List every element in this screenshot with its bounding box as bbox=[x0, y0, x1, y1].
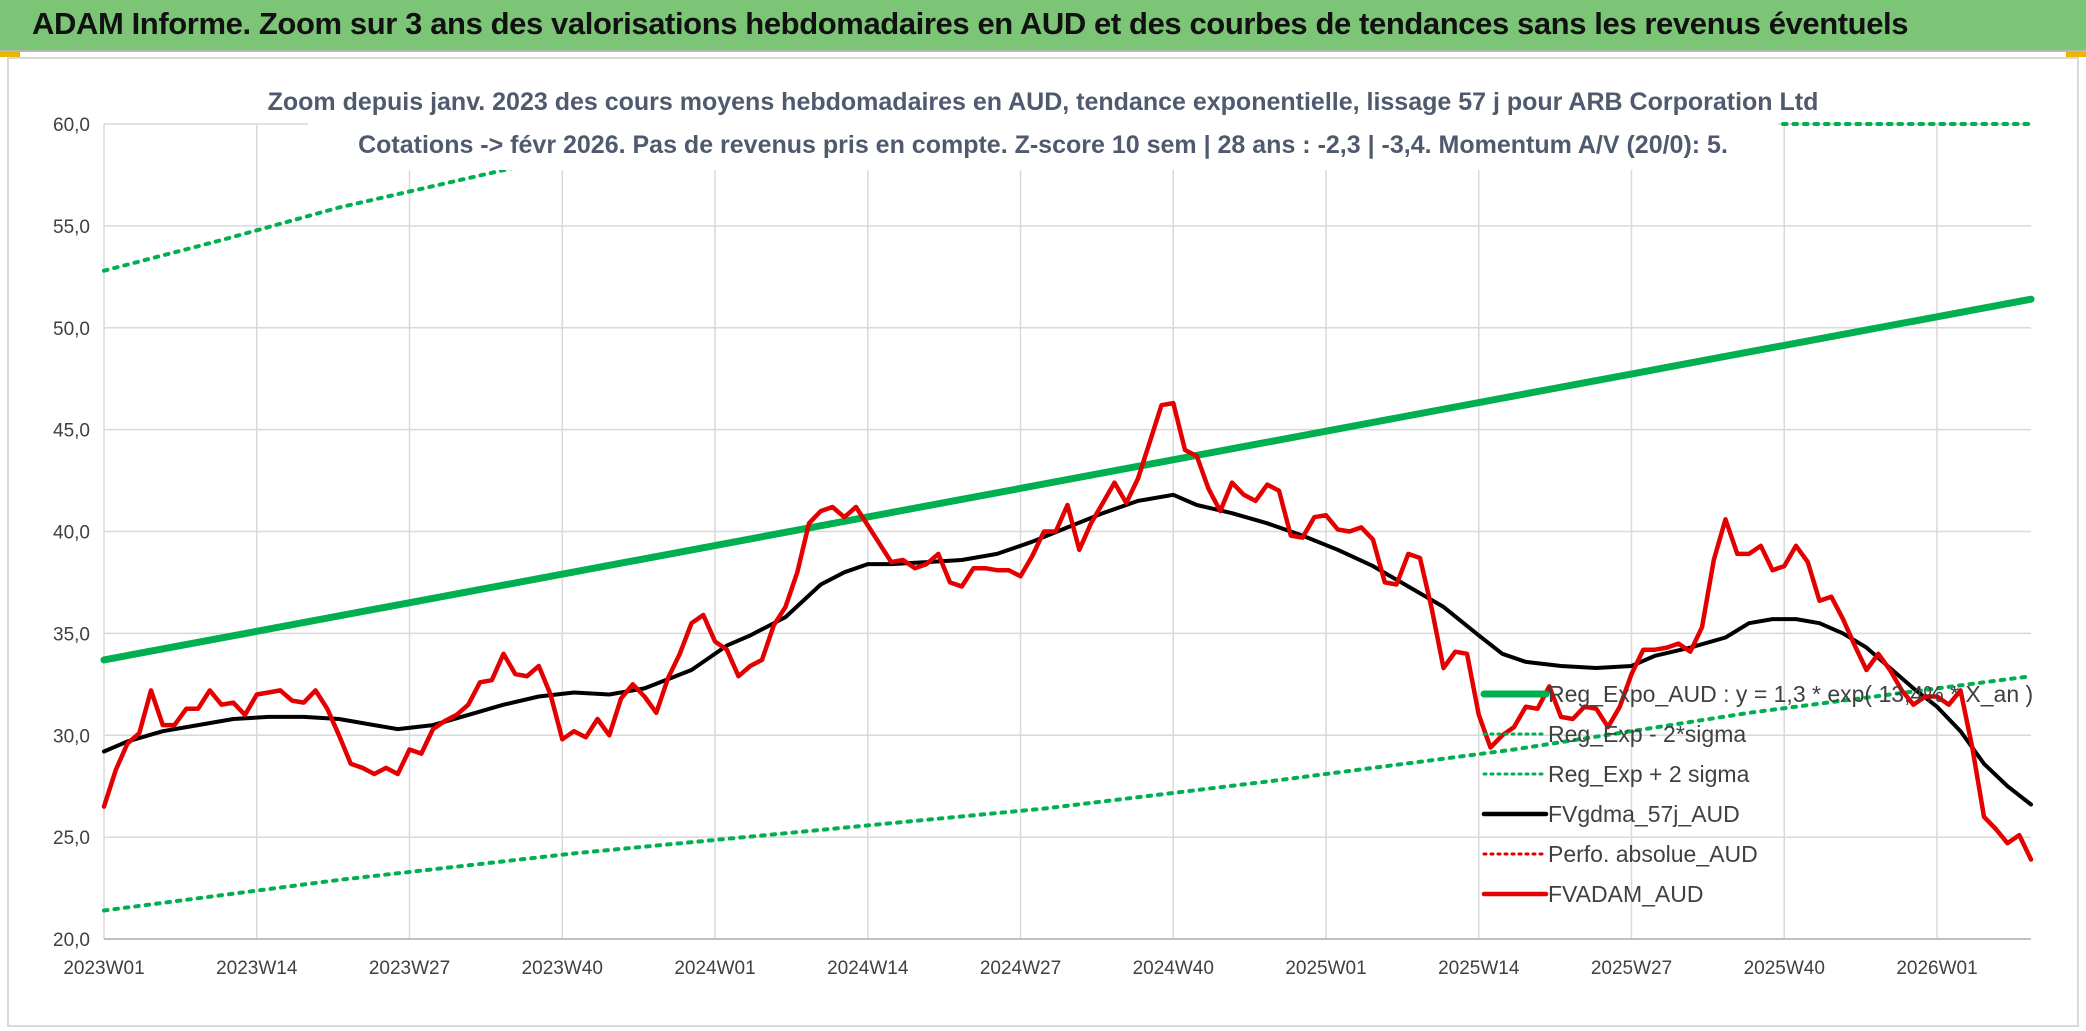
series-line-5 bbox=[101, 400, 2034, 862]
chart-frame bbox=[7, 57, 2079, 1027]
legend-label: Reg_Expo_AUD : y = 1,3 * exp( 13,4% * X_… bbox=[1548, 681, 2033, 707]
y-tick-label: 50,0 bbox=[53, 319, 90, 340]
x-tick-label: 2024W01 bbox=[674, 958, 755, 979]
legend: Reg_Expo_AUD : y = 1,3 * exp( 13,4% * X_… bbox=[1480, 681, 2033, 907]
legend-label: Reg_Exp + 2 sigma bbox=[1548, 761, 1750, 787]
x-tick-label: 2023W40 bbox=[522, 958, 603, 979]
x-tick-label: 2024W27 bbox=[980, 958, 1061, 979]
x-tick-label: 2023W27 bbox=[369, 958, 450, 979]
x-tick-label: 2025W14 bbox=[1438, 958, 1520, 979]
y-tick-label: 20,0 bbox=[53, 930, 90, 951]
series-line-3 bbox=[102, 492, 2033, 807]
y-tick-label: 45,0 bbox=[53, 421, 90, 442]
chart-subtitle-line-2: Cotations -> févr 2026. Pas de revenus p… bbox=[358, 131, 1728, 159]
subtitle-backdrop bbox=[308, 78, 1778, 170]
x-tick-label: 2024W40 bbox=[1133, 958, 1214, 979]
x-tick-label: 2025W01 bbox=[1285, 958, 1366, 979]
chart-subtitle-line-1: Zoom depuis janv. 2023 des cours moyens … bbox=[268, 88, 1819, 116]
legend-label: Perfo. absolue_AUD bbox=[1548, 841, 1758, 867]
corner-accent-left bbox=[0, 52, 20, 57]
legend-label: Reg_Exp - 2*sigma bbox=[1548, 721, 1746, 747]
y-tick-label: 35,0 bbox=[53, 624, 90, 645]
y-tick-label: 25,0 bbox=[53, 828, 90, 849]
x-tick-label: 2023W14 bbox=[216, 958, 298, 979]
grid bbox=[103, 123, 2031, 940]
series-group bbox=[100, 122, 2035, 913]
corner-accent-right bbox=[2066, 52, 2086, 57]
y-tick-label: 30,0 bbox=[53, 726, 90, 747]
series-line-2 bbox=[102, 122, 2033, 273]
legend-label: FVgdma_57j_AUD bbox=[1548, 801, 1740, 827]
x-tick-label: 2024W14 bbox=[827, 958, 909, 979]
x-tick-label: 2025W40 bbox=[1744, 958, 1825, 979]
banner-title: ADAM Informe. Zoom sur 3 ans des valoris… bbox=[32, 6, 1909, 41]
y-tick-label: 60,0 bbox=[53, 115, 90, 136]
x-tick-label: 2026W01 bbox=[1896, 958, 1977, 979]
x-tick-label: 2025W27 bbox=[1591, 958, 1672, 979]
series-line-1 bbox=[102, 674, 2033, 913]
axes: 20,0 25,0 30,0 35,0 40,0 45,0 50,0 55,0 60,0 2023… bbox=[53, 115, 2031, 979]
y-tick-label: 40,0 bbox=[53, 523, 90, 544]
series-line-0 bbox=[100, 295, 2035, 664]
title-banner: ADAM Informe. Zoom sur 3 ans des valoris… bbox=[0, 0, 2086, 52]
legend-label: FVADAM_AUD bbox=[1548, 881, 1704, 907]
x-tick-label: 2023W01 bbox=[63, 958, 144, 979]
y-tick-label: 55,0 bbox=[53, 217, 90, 238]
